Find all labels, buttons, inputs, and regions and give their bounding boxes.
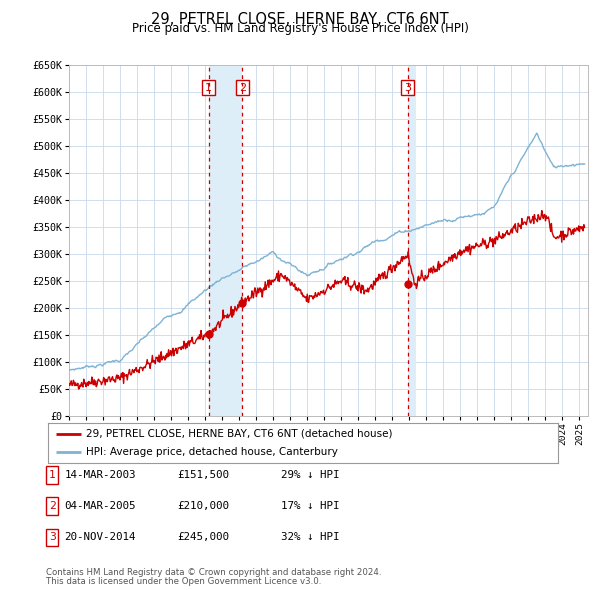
Text: 14-MAR-2003: 14-MAR-2003 <box>64 470 136 480</box>
Text: Contains HM Land Registry data © Crown copyright and database right 2024.: Contains HM Land Registry data © Crown c… <box>46 568 382 577</box>
Text: 1: 1 <box>205 83 212 93</box>
Text: HPI: Average price, detached house, Canterbury: HPI: Average price, detached house, Cant… <box>86 447 338 457</box>
Text: 29% ↓ HPI: 29% ↓ HPI <box>281 470 340 480</box>
Bar <box>407 65 416 416</box>
Text: 2: 2 <box>49 502 56 511</box>
Bar <box>209 65 242 416</box>
Text: £210,000: £210,000 <box>177 502 229 511</box>
Text: 3: 3 <box>404 83 411 93</box>
Text: 17% ↓ HPI: 17% ↓ HPI <box>281 502 340 511</box>
Text: 29, PETREL CLOSE, HERNE BAY, CT6 6NT: 29, PETREL CLOSE, HERNE BAY, CT6 6NT <box>151 12 449 27</box>
Text: 2: 2 <box>239 83 246 93</box>
Text: 04-MAR-2005: 04-MAR-2005 <box>64 502 136 511</box>
Text: 3: 3 <box>49 533 56 542</box>
Text: 1: 1 <box>49 470 56 480</box>
Text: 29, PETREL CLOSE, HERNE BAY, CT6 6NT (detached house): 29, PETREL CLOSE, HERNE BAY, CT6 6NT (de… <box>86 429 393 439</box>
Text: 32% ↓ HPI: 32% ↓ HPI <box>281 533 340 542</box>
Text: Price paid vs. HM Land Registry's House Price Index (HPI): Price paid vs. HM Land Registry's House … <box>131 22 469 35</box>
Text: 20-NOV-2014: 20-NOV-2014 <box>64 533 136 542</box>
Text: £151,500: £151,500 <box>177 470 229 480</box>
Text: This data is licensed under the Open Government Licence v3.0.: This data is licensed under the Open Gov… <box>46 578 322 586</box>
Text: £245,000: £245,000 <box>177 533 229 542</box>
